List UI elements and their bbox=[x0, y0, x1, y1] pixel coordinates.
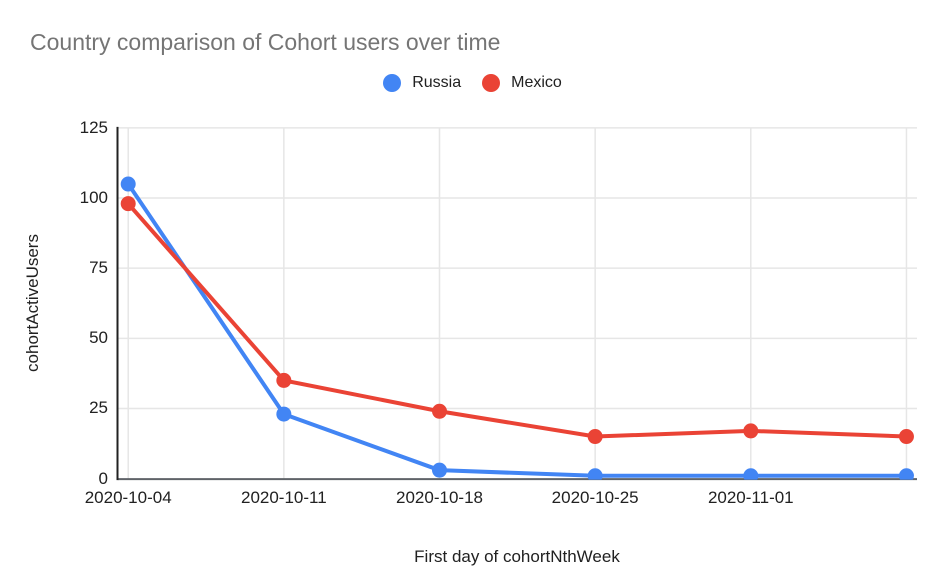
gridlines bbox=[118, 127, 917, 479]
x-tick-label: 2020-11-01 bbox=[707, 488, 794, 507]
y-tick-label: 25 bbox=[89, 398, 108, 418]
series-mexico-point bbox=[898, 429, 914, 445]
series-mexico bbox=[120, 196, 914, 445]
series-russia-point bbox=[743, 468, 759, 480]
x-tick-label: 2020-10-18 bbox=[396, 488, 483, 507]
chart-legend: Russia Mexico bbox=[0, 70, 945, 96]
series-mexico-point bbox=[587, 429, 603, 445]
legend-label: Russia bbox=[412, 74, 462, 91]
y-tick-label: 125 bbox=[79, 117, 108, 137]
y-tick-label: 50 bbox=[89, 328, 108, 348]
series-russia-line bbox=[126, 182, 909, 478]
legend-item-russia: Russia bbox=[383, 74, 461, 92]
x-tick-label: 2020-10-25 bbox=[551, 488, 639, 507]
y-tick-label: 75 bbox=[89, 258, 108, 278]
x-tick-label: 2020-10-04 bbox=[84, 488, 172, 507]
series-russia-point bbox=[120, 176, 136, 192]
series-russia bbox=[120, 176, 914, 480]
chart-title: Country comparison of Cohort users over … bbox=[30, 29, 501, 55]
series-russia-point bbox=[587, 468, 603, 480]
y-axis-title: cohortActiveUsers bbox=[23, 234, 42, 372]
series-mexico-point bbox=[276, 372, 292, 388]
x-axis-title: First day of cohortNthWeek bbox=[414, 547, 620, 566]
series-russia-point bbox=[276, 406, 292, 422]
series-mexico-point bbox=[432, 403, 447, 419]
legend-dot-mexico bbox=[482, 74, 501, 92]
y-tick-label: 100 bbox=[79, 188, 108, 208]
series-mexico-point bbox=[743, 423, 759, 439]
x-tick-label: 2020-10-11 bbox=[240, 488, 327, 507]
y-tick-label: 0 bbox=[98, 468, 108, 488]
series-mexico-point bbox=[120, 196, 136, 212]
legend-dot-russia bbox=[383, 74, 402, 92]
series-russia-point bbox=[898, 468, 914, 480]
series-russia-point bbox=[432, 462, 447, 478]
series-mexico-line bbox=[126, 201, 909, 439]
legend-item-mexico: Mexico bbox=[482, 74, 562, 92]
legend-label: Mexico bbox=[511, 74, 562, 91]
